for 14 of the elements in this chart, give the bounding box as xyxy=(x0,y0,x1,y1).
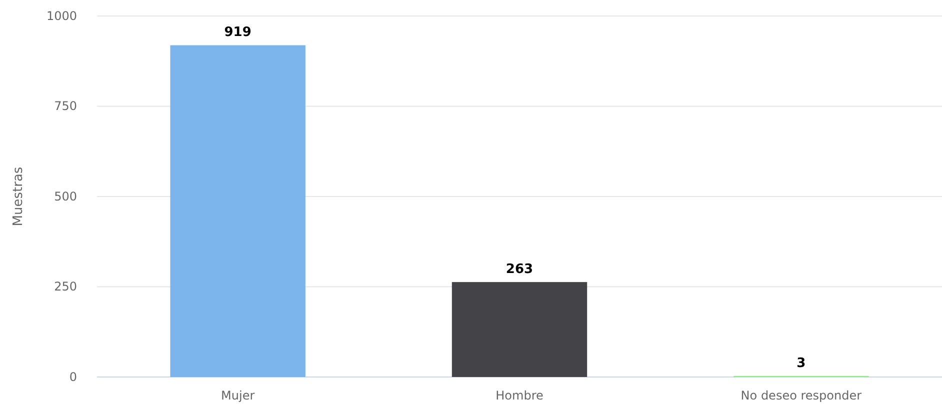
bar xyxy=(170,45,306,377)
y-axis-title: Muestras xyxy=(11,166,26,226)
y-tick-label: 500 xyxy=(54,189,77,204)
y-tick-label: 250 xyxy=(54,280,77,294)
x-tick-label: Hombre xyxy=(496,388,544,403)
data-label: 263 xyxy=(506,262,534,278)
y-tick-label: 1000 xyxy=(46,8,77,23)
x-tick-label: No deseo responder xyxy=(740,388,862,403)
y-tick-label: 0 xyxy=(69,370,77,384)
data-label: 3 xyxy=(796,356,806,371)
x-tick-label: Mujer xyxy=(221,388,255,403)
data-label: 919 xyxy=(224,25,252,40)
bar xyxy=(452,282,588,377)
y-tick-label: 750 xyxy=(54,99,77,114)
